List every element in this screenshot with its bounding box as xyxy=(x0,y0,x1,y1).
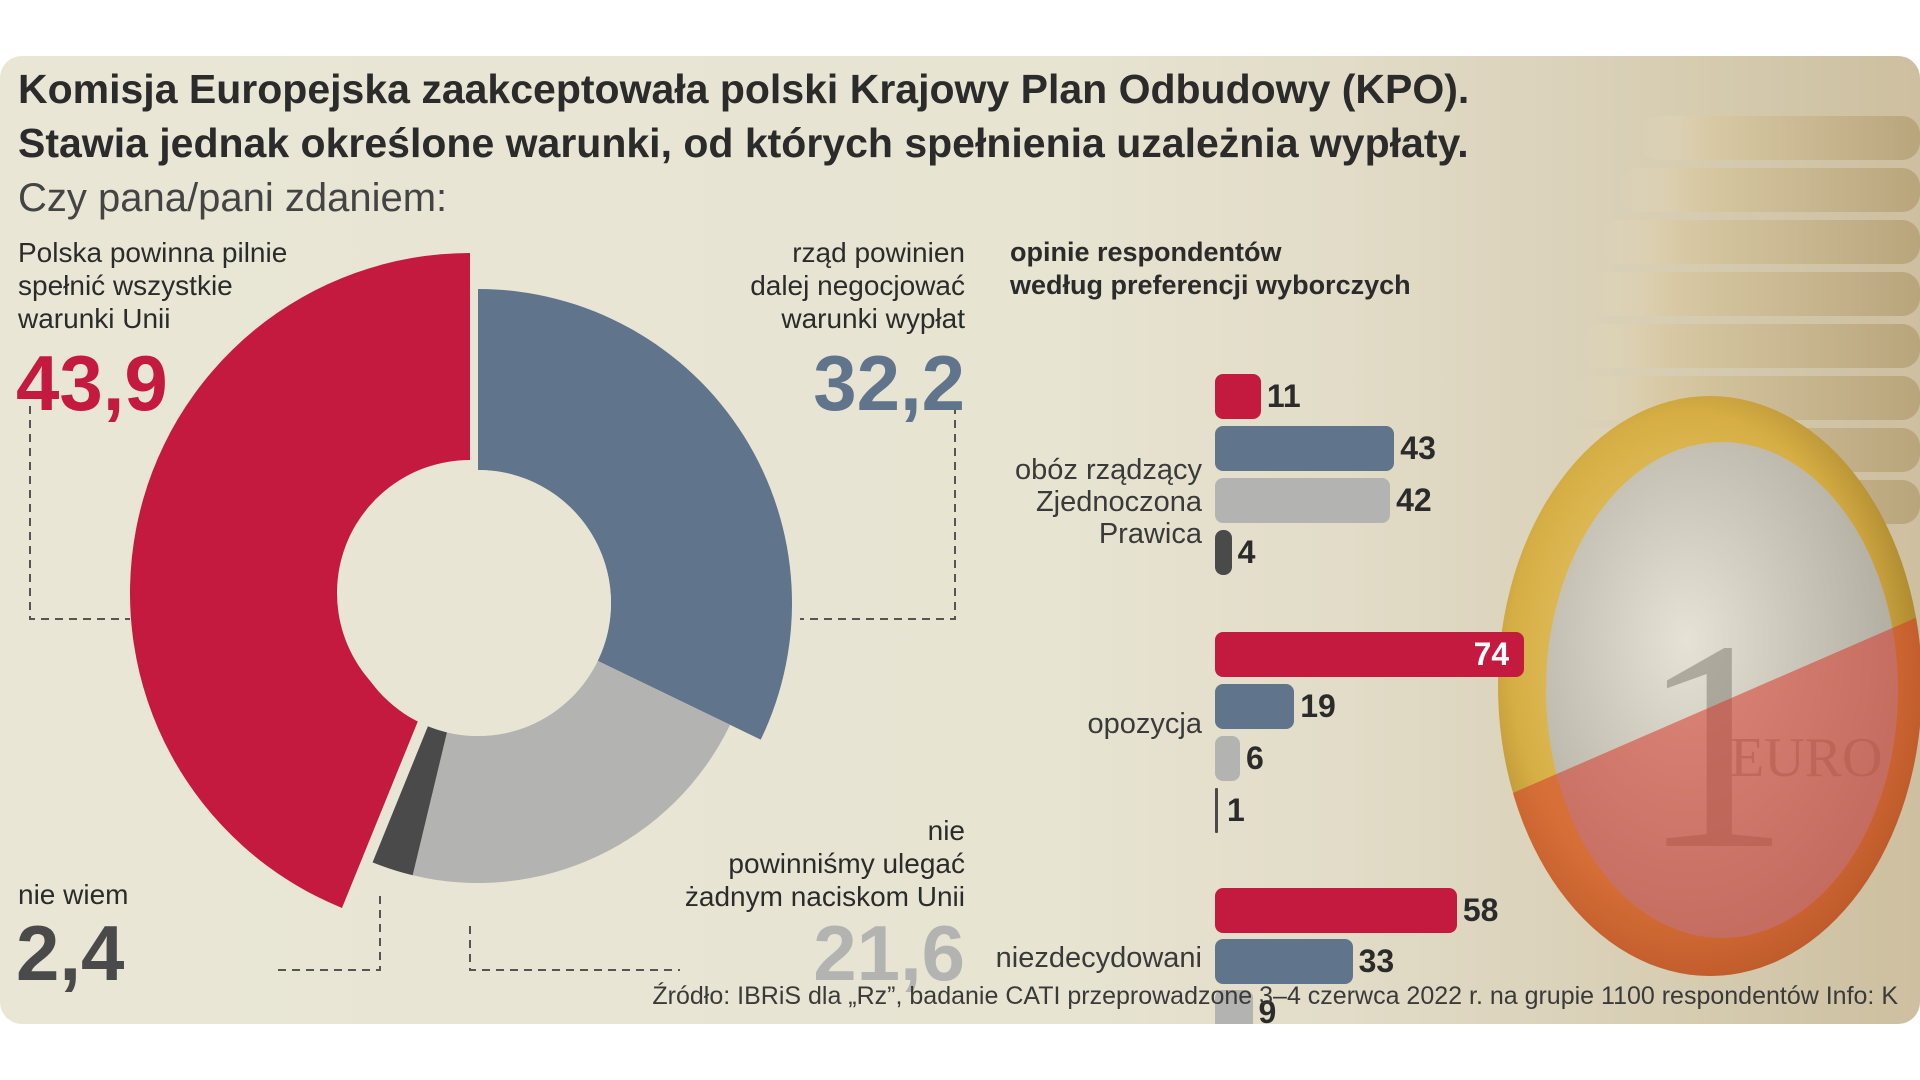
bar xyxy=(1215,426,1395,471)
slice-label-dark: nie wiem xyxy=(18,879,129,910)
donut-slice-dark xyxy=(372,726,447,876)
title-line-2: Stawia jednak określone warunki, od któr… xyxy=(18,120,1469,166)
bar-chart-title: opinie respondentów według preferencji w… xyxy=(1010,237,1411,300)
bar xyxy=(1215,939,1353,984)
title-line-1: Komisja Europejska zaakceptowała polski … xyxy=(18,66,1470,112)
leader-line-blue xyxy=(800,406,956,620)
donut-slice-red xyxy=(130,253,470,908)
bar-value-label: 6 xyxy=(1246,740,1264,776)
bar-value-label: 9 xyxy=(1258,994,1277,1024)
bar-value-label: 43 xyxy=(1400,430,1436,466)
subtitle: Czy pana/pani zdaniem: xyxy=(18,176,448,220)
donut-slice-blue xyxy=(478,289,792,740)
slice-value-gray: 21,6 xyxy=(813,909,965,997)
slice-value-blue: 32,2 xyxy=(813,339,965,427)
leader-line-red xyxy=(29,406,130,620)
bar-group-label: obóz rządzący Zjednoczona Prawica xyxy=(1015,454,1202,550)
bar-value-label: 42 xyxy=(1396,482,1432,518)
infographic-card: 1 EURO Komisja Europejska zaakceptowała … xyxy=(0,56,1920,1024)
source-note: Źródło: IBRiS dla „Rz”, badanie CATI prz… xyxy=(652,982,1898,1010)
bar xyxy=(1215,888,1457,933)
bar-value-label: 33 xyxy=(1358,943,1395,979)
bar xyxy=(1215,478,1391,523)
donut-slice-gray xyxy=(412,660,731,883)
bar xyxy=(1215,374,1261,419)
donut-chart xyxy=(29,253,956,971)
bar-value-label: 4 xyxy=(1237,534,1256,570)
bar xyxy=(1215,788,1218,833)
slice-label-blue: rząd powinien dalej negocjować warunki w… xyxy=(750,237,965,334)
bar-value-label: 58 xyxy=(1462,892,1499,928)
bar xyxy=(1215,632,1524,677)
bar-value-label: 74 xyxy=(1473,636,1510,672)
bar xyxy=(1215,990,1253,1024)
bar-value-label: 1 xyxy=(1227,792,1245,828)
donut-hole xyxy=(345,470,611,736)
bar-group-label: opozycja xyxy=(1087,708,1202,740)
bar-value-label: 11 xyxy=(1266,378,1301,414)
bar xyxy=(1215,530,1232,575)
bar-value-label: 19 xyxy=(1300,688,1336,724)
bar xyxy=(1215,736,1241,781)
slice-value-dark: 2,4 xyxy=(16,909,125,997)
coin-illustration: 1 EURO xyxy=(1498,116,1920,976)
slice-value-red: 43,9 xyxy=(16,339,168,427)
leader-line-dark xyxy=(275,896,381,971)
bar-group-label: niezdecydowani xyxy=(995,942,1202,974)
slice-label-red: Polska powinna pilnie spełnić wszystkie … xyxy=(18,237,288,334)
bar xyxy=(1215,684,1295,729)
leader-line-gray xyxy=(469,926,680,971)
slice-label-gray: nie powinniśmy ulegać żadnym naciskom Un… xyxy=(684,815,965,912)
euro-coin: 1 EURO xyxy=(1498,396,1920,976)
leader-lines xyxy=(29,406,956,971)
